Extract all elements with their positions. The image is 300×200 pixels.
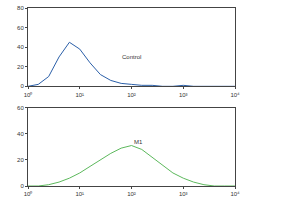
- svg-text:20: 20: [17, 157, 24, 163]
- svg-text:60: 60: [17, 105, 24, 111]
- svg-text:10¹: 10¹: [75, 191, 84, 197]
- svg-text:40: 40: [17, 131, 24, 137]
- svg-text:40: 40: [17, 44, 24, 50]
- svg-text:60: 60: [17, 25, 24, 31]
- svg-text:Control: Control: [122, 54, 141, 60]
- svg-text:10³: 10³: [179, 92, 188, 98]
- svg-text:10⁴: 10⁴: [230, 92, 240, 98]
- svg-text:10⁰: 10⁰: [24, 91, 33, 98]
- svg-text:M1: M1: [134, 139, 143, 145]
- svg-text:0: 0: [20, 83, 24, 89]
- svg-text:20: 20: [17, 64, 24, 70]
- svg-text:10⁴: 10⁴: [230, 191, 240, 197]
- svg-text:10⁰: 10⁰: [24, 190, 33, 197]
- svg-text:0: 0: [20, 183, 24, 189]
- svg-text:80: 80: [17, 5, 24, 11]
- svg-text:10³: 10³: [179, 191, 188, 197]
- svg-text:10²: 10²: [127, 92, 136, 98]
- svg-text:10²: 10²: [127, 191, 136, 197]
- svg-text:10¹: 10¹: [75, 92, 84, 98]
